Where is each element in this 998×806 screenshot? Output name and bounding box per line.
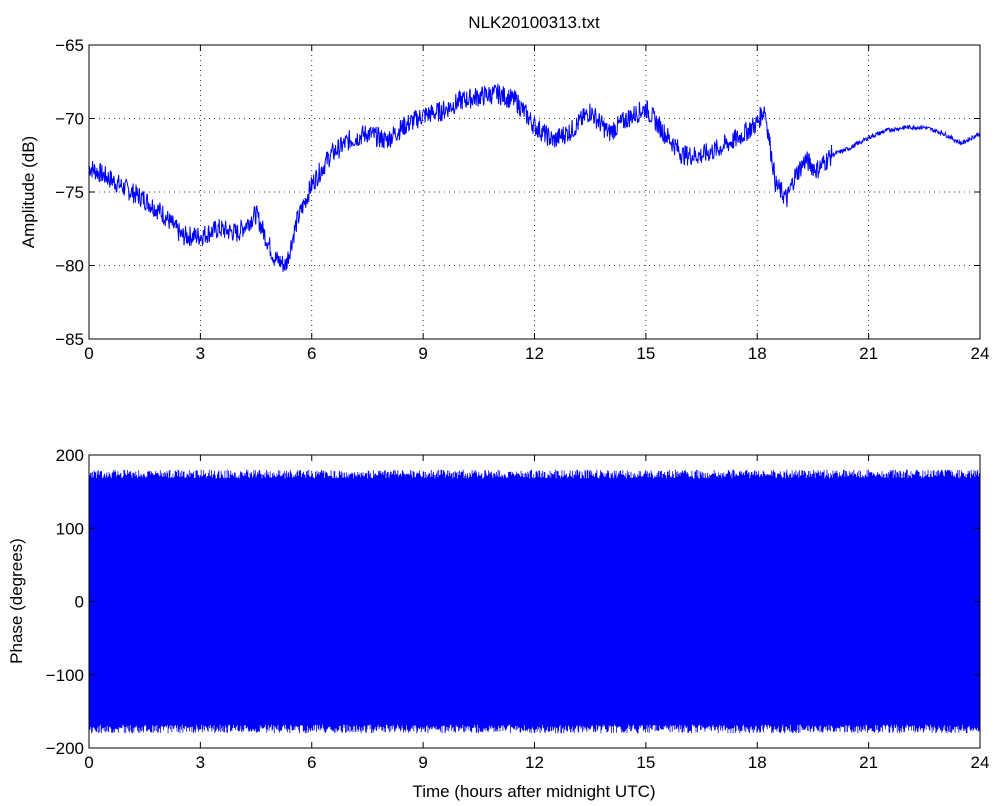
y-tick-label: −80 <box>55 257 84 276</box>
x-tick-label: 21 <box>859 753 878 772</box>
y-tick-label: −65 <box>55 36 84 55</box>
y-tick-label: 0 <box>75 593 84 612</box>
y-tick-label: −70 <box>55 110 84 129</box>
x-tick-label: 9 <box>418 344 427 363</box>
amplitude-line <box>88 83 981 272</box>
x-tick-label: 0 <box>84 753 93 772</box>
amplitude-y-axis-label: Amplitude (dB) <box>19 136 38 248</box>
x-tick-label: 6 <box>307 344 316 363</box>
y-tick-label: −85 <box>55 330 84 349</box>
x-tick-label: 15 <box>636 344 655 363</box>
amplitude-axes: 0 3 6 9 12 15 18 21 24 −85 −80 −75 −70 −65 NLK2010031… <box>19 13 989 363</box>
amplitude-ticks: 0 3 6 9 12 15 18 21 24 −85 −80 −75 −70 −65 <box>55 36 989 363</box>
phase-series <box>88 469 981 734</box>
x-tick-label: 24 <box>971 344 990 363</box>
x-tick-label: 12 <box>525 753 544 772</box>
x-tick-label: 3 <box>196 753 205 772</box>
phase-axes: 0 3 6 9 12 15 18 21 24 −200 −100 0 100 200 Phase (deg… <box>7 446 989 801</box>
phase-line <box>88 469 981 734</box>
amplitude-series <box>88 83 981 272</box>
phase-ticks: 0 3 6 9 12 15 18 21 24 −200 −100 0 100 200 <box>46 446 990 772</box>
chart-title: NLK20100313.txt <box>468 13 600 32</box>
x-axis-label: Time (hours after midnight UTC) <box>412 782 655 801</box>
x-tick-label: 21 <box>859 344 878 363</box>
y-tick-label: 200 <box>56 446 84 465</box>
y-tick-label: −200 <box>46 739 84 758</box>
x-tick-label: 18 <box>748 753 767 772</box>
x-tick-label: 24 <box>971 753 990 772</box>
x-tick-label: 15 <box>636 753 655 772</box>
y-tick-label: −100 <box>46 666 84 685</box>
x-tick-label: 12 <box>525 344 544 363</box>
x-tick-label: 6 <box>307 753 316 772</box>
x-tick-label: 9 <box>418 753 427 772</box>
x-tick-label: 3 <box>196 344 205 363</box>
x-tick-label: 0 <box>84 344 93 363</box>
y-tick-label: 100 <box>56 519 84 538</box>
y-tick-label: −75 <box>55 183 84 202</box>
x-tick-label: 18 <box>748 344 767 363</box>
phase-y-axis-label: Phase (degrees) <box>7 538 26 664</box>
